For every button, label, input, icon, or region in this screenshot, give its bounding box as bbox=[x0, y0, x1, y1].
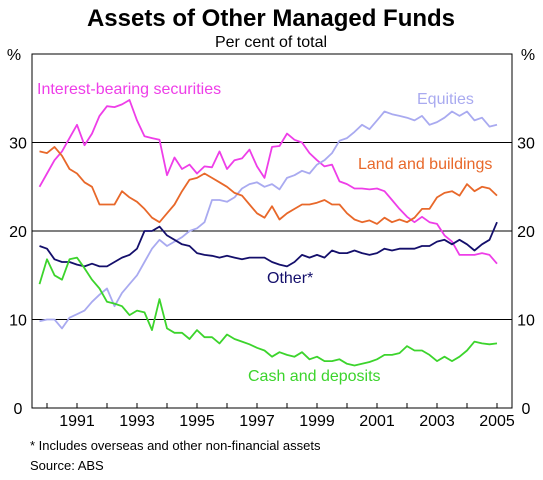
y-tick-label-right: 20 bbox=[517, 224, 535, 241]
x-tick-label: 1997 bbox=[239, 413, 275, 430]
chart-title: Assets of Other Managed Funds bbox=[87, 5, 455, 32]
series-line-equities bbox=[39, 110, 498, 330]
chart-subtitle: Per cent of total bbox=[215, 34, 327, 51]
y-unit-left: % bbox=[7, 47, 21, 64]
x-tick-label: 2003 bbox=[419, 413, 455, 430]
x-tick-label: 1995 bbox=[179, 413, 215, 430]
series-line-interest-bearing-securities bbox=[38, 99, 498, 265]
x-tick-label: 1999 bbox=[299, 413, 335, 430]
gridlines bbox=[32, 142, 512, 320]
plot-frame bbox=[31, 53, 513, 409]
label-cash-and-deposits: Cash and deposits bbox=[248, 368, 381, 385]
series-line-cash-and-deposits bbox=[38, 256, 498, 367]
label-other: Other* bbox=[267, 270, 313, 287]
y-tick-label-right: 30 bbox=[517, 136, 535, 153]
label-equities: Equities bbox=[417, 91, 474, 108]
source-note: Source: ABS bbox=[30, 458, 104, 473]
y-tick-label-left: 20 bbox=[9, 224, 27, 241]
label-land-and-buildings: Land and buildings bbox=[358, 156, 492, 173]
y-tick-label-right: 10 bbox=[517, 313, 535, 330]
series-lines bbox=[38, 99, 498, 367]
x-tick-label: 2001 bbox=[359, 413, 395, 430]
series-line-land-and-buildings bbox=[39, 145, 498, 225]
x-tick-label: 2005 bbox=[479, 413, 515, 430]
series-line-other bbox=[39, 221, 498, 268]
x-tick-label: 1993 bbox=[119, 413, 155, 430]
y-tick-label-left: 30 bbox=[9, 136, 27, 153]
axis-ticks: 0 0 10 10 20 20 30 30 1991 1993 1995 1997 1999 2001 20… bbox=[9, 136, 535, 431]
footnote: * Includes overseas and other non-financ… bbox=[30, 438, 321, 453]
x-tick-label: 1991 bbox=[59, 413, 95, 430]
y-tick-label-left: 10 bbox=[9, 313, 27, 330]
y-tick-label-right: 0 bbox=[522, 401, 531, 418]
y-tick-label-left: 0 bbox=[14, 401, 23, 418]
y-unit-right: % bbox=[521, 47, 535, 64]
series-labels: Interest-bearing securities Equities Lan… bbox=[37, 81, 492, 385]
label-interest-bearing-securities: Interest-bearing securities bbox=[37, 81, 221, 98]
